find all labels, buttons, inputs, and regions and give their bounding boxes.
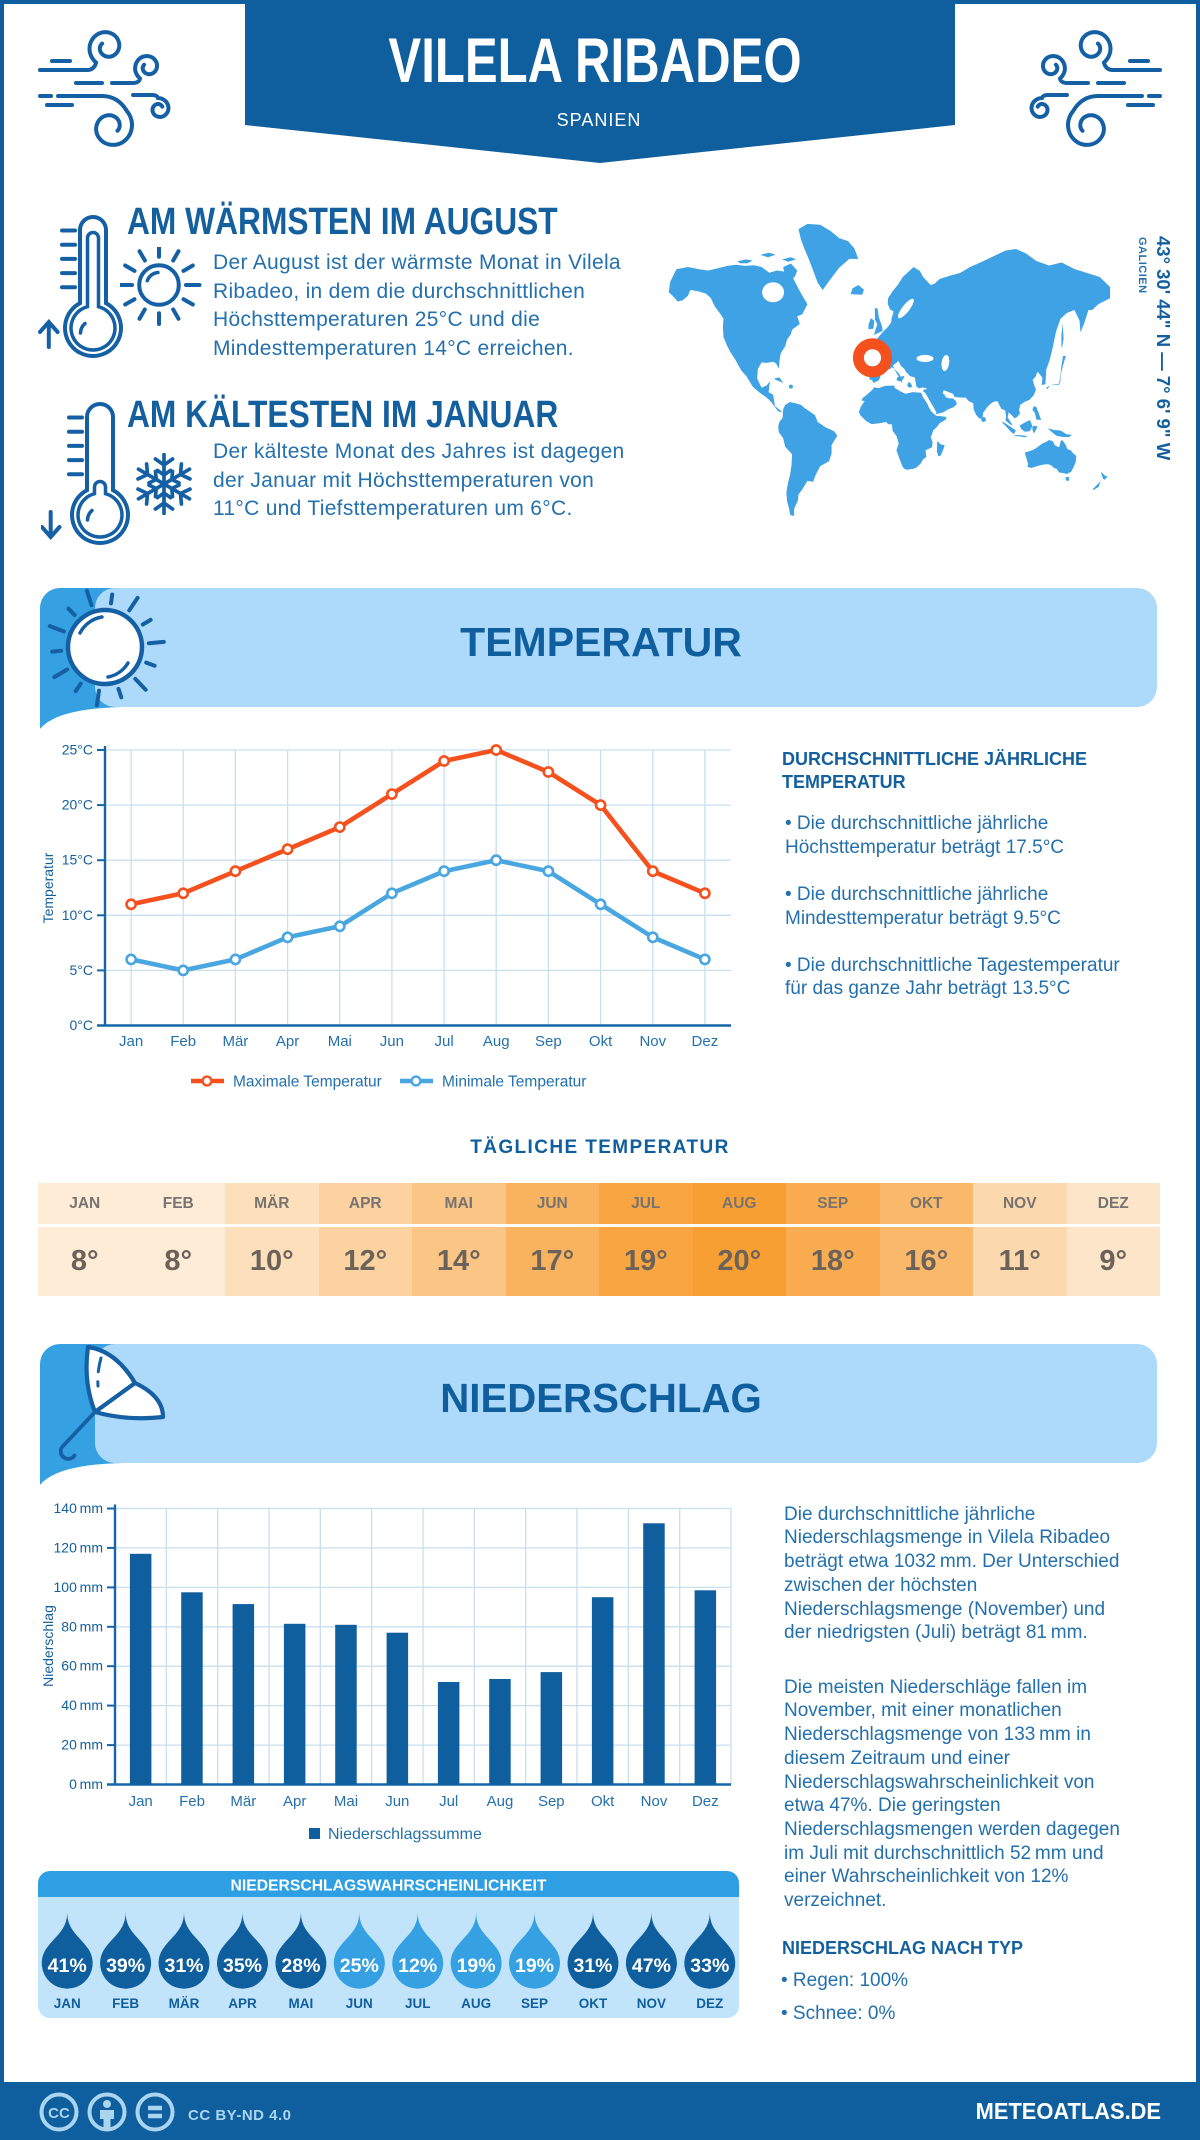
- svg-text:20°C: 20°C: [62, 797, 93, 813]
- svg-text:120 mm: 120 mm: [54, 1539, 104, 1555]
- svg-text:Jul: Jul: [439, 1793, 458, 1810]
- svg-text:Nov: Nov: [639, 1033, 666, 1050]
- svg-text:80 mm: 80 mm: [61, 1618, 103, 1634]
- svg-text:Temperatur: Temperatur: [40, 852, 56, 923]
- svg-text:FEB: FEB: [112, 1996, 139, 2011]
- svg-text:Apr: Apr: [276, 1033, 299, 1050]
- svg-text:19%: 19%: [457, 1955, 496, 1977]
- svg-text:47%: 47%: [632, 1955, 671, 1977]
- svg-text:Jan: Jan: [129, 1793, 153, 1810]
- svg-text:Jun: Jun: [380, 1033, 404, 1050]
- svg-text:NOV: NOV: [637, 1996, 666, 2011]
- svg-text:Dez: Dez: [692, 1793, 719, 1810]
- svg-text:NIEDERSCHLAGSWAHRSCHEINLICHKEI: NIEDERSCHLAGSWAHRSCHEINLICHKEIT: [231, 1878, 548, 1895]
- svg-text:Sep: Sep: [538, 1793, 565, 1810]
- svg-text:JUN: JUN: [346, 1996, 373, 2011]
- svg-text:Apr: Apr: [283, 1793, 306, 1810]
- svg-text:41%: 41%: [48, 1955, 87, 1977]
- svg-text:Aug: Aug: [487, 1793, 514, 1810]
- svg-text:AUG: AUG: [461, 1996, 491, 2011]
- svg-text:20 mm: 20 mm: [61, 1737, 103, 1753]
- svg-text:60 mm: 60 mm: [61, 1658, 103, 1674]
- svg-text:5°C: 5°C: [70, 962, 94, 978]
- svg-text:31%: 31%: [573, 1955, 612, 1977]
- svg-text:Dez: Dez: [692, 1033, 719, 1050]
- svg-text:APR: APR: [228, 1996, 257, 2011]
- svg-text:JAN: JAN: [54, 1996, 81, 2011]
- svg-text:0°C: 0°C: [70, 1017, 94, 1033]
- svg-text:Maximale Temperatur: Maximale Temperatur: [233, 1074, 382, 1091]
- svg-text:Mär: Mär: [230, 1793, 256, 1810]
- svg-text:140 mm: 140 mm: [54, 1500, 104, 1516]
- svg-text:Feb: Feb: [179, 1793, 205, 1810]
- svg-text:Jan: Jan: [119, 1033, 143, 1050]
- svg-text:25°C: 25°C: [62, 742, 93, 758]
- svg-text:MAI: MAI: [289, 1996, 314, 2011]
- svg-text:MÄR: MÄR: [169, 1996, 200, 2011]
- svg-text:Okt: Okt: [589, 1033, 613, 1050]
- svg-text:39%: 39%: [106, 1955, 145, 1977]
- svg-text:JUL: JUL: [405, 1996, 431, 2011]
- svg-text:10°C: 10°C: [62, 907, 93, 923]
- svg-text:Niederschlagssumme: Niederschlagssumme: [328, 1826, 482, 1843]
- svg-text:0 mm: 0 mm: [69, 1776, 103, 1792]
- svg-text:40 mm: 40 mm: [61, 1697, 103, 1713]
- svg-text:Aug: Aug: [483, 1033, 510, 1050]
- svg-text:28%: 28%: [281, 1955, 320, 1977]
- svg-text:OKT: OKT: [579, 1996, 608, 2011]
- svg-text:Niederschlag: Niederschlag: [40, 1605, 56, 1687]
- svg-text:DEZ: DEZ: [696, 1996, 723, 2011]
- svg-text:33%: 33%: [690, 1955, 729, 1977]
- svg-text:SEP: SEP: [521, 1996, 548, 2011]
- svg-text:Okt: Okt: [591, 1793, 615, 1810]
- svg-text:Jul: Jul: [435, 1033, 454, 1050]
- svg-text:Mai: Mai: [334, 1793, 358, 1810]
- svg-text:Nov: Nov: [641, 1793, 668, 1810]
- svg-text:31%: 31%: [164, 1955, 203, 1977]
- svg-text:CC: CC: [48, 2105, 70, 2122]
- svg-text:12%: 12%: [398, 1955, 437, 1977]
- svg-text:Mär: Mär: [222, 1033, 248, 1050]
- svg-text:19%: 19%: [515, 1955, 554, 1977]
- svg-text:100 mm: 100 mm: [54, 1579, 104, 1595]
- svg-text:15°C: 15°C: [62, 852, 93, 868]
- svg-text:Jun: Jun: [385, 1793, 409, 1810]
- svg-text:35%: 35%: [223, 1955, 262, 1977]
- svg-text:Mai: Mai: [328, 1033, 352, 1050]
- svg-text:Minimale Temperatur: Minimale Temperatur: [442, 1074, 586, 1091]
- svg-text:Sep: Sep: [535, 1033, 562, 1050]
- svg-text:25%: 25%: [340, 1955, 379, 1977]
- svg-text:Feb: Feb: [170, 1033, 196, 1050]
